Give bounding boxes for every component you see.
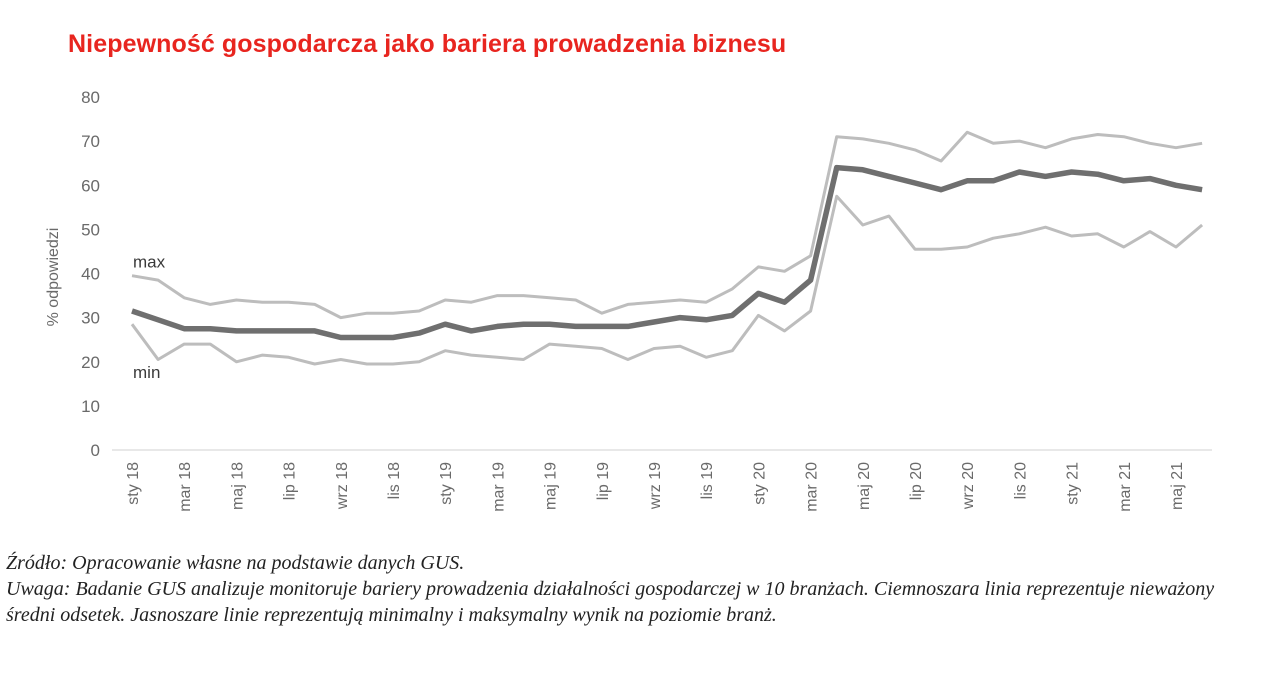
y-tick-label: 30: [81, 309, 100, 328]
x-tick-label: maj 20: [856, 462, 873, 510]
max-series-line: [131, 130, 1203, 320]
series-annotation-min: min: [133, 363, 160, 382]
x-tick-label: wrz 20: [960, 462, 977, 510]
y-tick-label: 10: [81, 397, 100, 416]
chart-title: Niepewność gospodarcza jako bariera prow…: [68, 30, 787, 58]
x-tick-label: lip 19: [595, 462, 612, 500]
min-series-line: [130, 194, 1204, 366]
x-tick-label: mar 19: [490, 462, 507, 512]
x-tick-label: maj 19: [543, 462, 560, 510]
x-tick-label: sty 19: [438, 462, 455, 505]
x-tick-label: lip 18: [282, 462, 299, 500]
x-tick-label: maj 18: [229, 462, 246, 510]
x-tick-label: sty 20: [751, 462, 768, 505]
mean-series-line: [131, 164, 1203, 341]
y-tick-label: 20: [81, 353, 100, 372]
y-tick-label: 40: [81, 265, 100, 284]
x-tick-label: maj 21: [1169, 462, 1186, 510]
x-tick-label: sty 18: [125, 462, 142, 505]
source-note: Źródło: Opracowanie własne na podstawie …: [6, 552, 465, 574]
x-tick-label: mar 20: [804, 462, 821, 512]
x-tick-label: sty 21: [1065, 462, 1082, 505]
y-tick-label: 80: [81, 88, 100, 107]
x-tick-label: mar 21: [1117, 462, 1134, 512]
y-tick-label: 60: [81, 176, 100, 195]
x-tick-label: lip 20: [908, 462, 925, 500]
series-annotation-max: max: [133, 253, 166, 272]
line-chart: % odpowiedzi 80 70 60 50 40 30 20 10 0 max min st…: [45, 88, 1212, 512]
x-tick-label: mar 18: [177, 462, 194, 512]
methodology-note: Uwaga: Badanie GUS analizuje monitoruje …: [6, 578, 1215, 626]
x-tick-label: lis 19: [699, 462, 716, 499]
y-tick-label: 70: [81, 132, 100, 151]
y-tick-label: 50: [81, 220, 100, 239]
x-tick-label: lis 18: [386, 462, 403, 499]
chart-caption: Źródło: Opracowanie własne na podstawie …: [6, 550, 1266, 628]
y-axis-label: % odpowiedzi: [45, 228, 62, 327]
y-tick-label: 0: [91, 441, 100, 460]
x-tick-label: wrz 19: [647, 462, 664, 510]
x-tick-label: wrz 18: [334, 462, 351, 510]
x-tick-label: lis 20: [1012, 462, 1029, 499]
